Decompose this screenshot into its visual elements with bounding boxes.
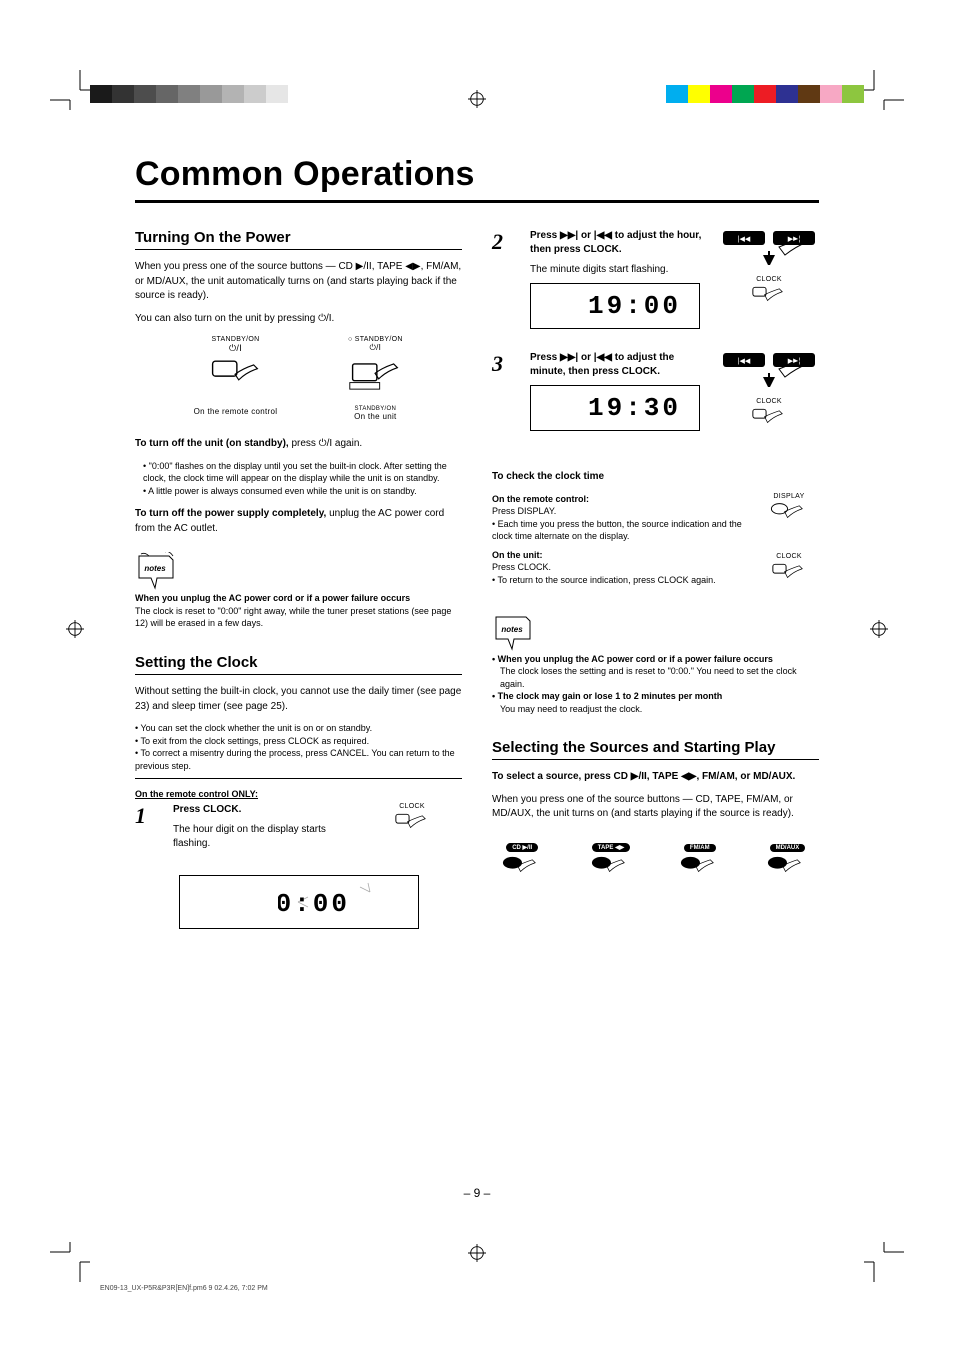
grayscale-bar [90,85,288,103]
body-text: You can also turn on the unit by pressin… [135,312,462,327]
body-text: • To exit from the clock settings, press… [135,735,462,748]
remote-nav-icon: |◀◀ ▶▶| [719,229,819,265]
standby-buttons-diagram: STANDBY/ON ⏻/I On the remote control ○ S… [135,336,462,421]
body-text: When you press one of the source buttons… [492,793,819,822]
lcd-display: 0:00 [278,881,388,923]
step-number: 3 [492,351,520,377]
display-screen: 19:30 [530,385,700,431]
svg-text:|◀◀: |◀◀ [738,236,751,243]
remote-only-label: On the remote control ONLY: [135,789,462,799]
label: On the remote control: [492,494,589,504]
body-text: • "0:00" flashes on the display until yo… [143,460,462,485]
footer-metadata: EN09-13_UX-P5R&P3R[EN]f.pm6 9 02.4.26, 7… [100,1285,854,1292]
step-number: 2 [492,229,520,255]
body-text: To turn off the unit (on standby), press… [135,437,462,452]
note-title: • The clock may gain or lose 1 to 2 minu… [492,690,819,703]
body-text: Press CLOCK. [492,561,749,574]
step-number: 1 [135,803,163,829]
tape-button-label: TAPE ◀▶ [592,843,630,852]
page-number: – 9 – [135,1186,819,1200]
note-title: When you unplug the AC power cord or if … [135,592,462,605]
body-text: To select a source, press CD ▶/II, TAPE … [492,770,819,785]
note-body: You may need to readjust the clock. [500,703,819,716]
display-value: 0:00 [278,889,350,919]
body-text: To turn off the power supply completely,… [135,507,462,536]
body-text: When you press one of the source buttons… [135,260,462,304]
press-button-icon [589,854,633,892]
step-text: Press ▶▶| or |◀◀ to adjust the minute, t… [530,352,674,377]
note-body: The clock is reset to "0:00" right away,… [135,605,462,630]
body-text: • A little power is always consumed even… [143,485,462,498]
notes-icon: notes [492,613,532,653]
source-buttons-diagram: CD ▶/II TAPE ◀▶ FM/A [492,836,819,897]
step-subtext: The minute digits start flashing. [530,263,709,277]
press-button-icon [500,854,544,892]
heading-clock: Setting the Clock [135,654,462,675]
label: On the unit: [492,550,543,560]
step-subtext: The hour digit on the display starts fla… [173,823,352,851]
body-text: • To correct a misentry during the proce… [135,747,462,772]
cd-button-label: CD ▶/II [506,843,538,852]
crop-mark-icon [50,70,90,110]
heading-power: Turning On the Power [135,229,462,250]
notes-icon: notes [135,552,175,592]
note-body: The clock loses the setting and is reset… [500,665,819,690]
heading-sources: Selecting the Sources and Starting Play [492,739,819,760]
press-button-icon [347,353,403,401]
display-screen: 19:00 [530,283,700,329]
body-text: • Each time you press the button, the so… [492,518,749,543]
press-button-icon [747,283,791,321]
crop-mark-icon [864,1242,904,1282]
crop-mark-icon [50,1242,90,1282]
press-button-icon [765,854,809,892]
registration-mark-icon [468,90,486,108]
svg-text:notes: notes [501,625,523,634]
press-button-icon [207,354,263,402]
press-button-icon [678,854,722,892]
display-value: 19:30 [588,390,681,426]
note-title: • When you unplug the AC power cord or i… [492,653,819,666]
body-text: • To return to the source indication, pr… [492,574,749,587]
crop-mark-icon [864,70,904,110]
body-text: Without setting the built-in clock, you … [135,685,462,714]
registration-mark-icon [66,620,84,638]
body-text: Press DISPLAY. [492,505,749,518]
registration-mark-icon [468,1244,486,1262]
display-screen: 0:00 [179,875,419,929]
display-value: 19:00 [588,288,681,324]
press-button-icon [747,405,791,443]
step-text: Press ▶▶| or |◀◀ to adjust the hour, the… [530,230,701,255]
body-text: • You can set the clock whether the unit… [135,722,462,735]
press-button-icon [390,810,434,848]
registration-mark-icon [870,620,888,638]
press-button-icon [767,500,811,538]
svg-text:notes: notes [144,564,166,573]
fmam-button-label: FM/AM [684,844,716,852]
color-bar [666,85,864,103]
remote-nav-icon: |◀◀ ▶▶| [719,351,819,387]
press-button-icon [767,560,811,598]
step-text: Press CLOCK. [173,804,241,815]
svg-text:|◀◀: |◀◀ [738,358,751,365]
mdaux-button-label: MD/AUX [770,844,806,852]
heading-check-clock: To check the clock time [492,470,819,485]
page-title: Common Operations [135,155,819,203]
